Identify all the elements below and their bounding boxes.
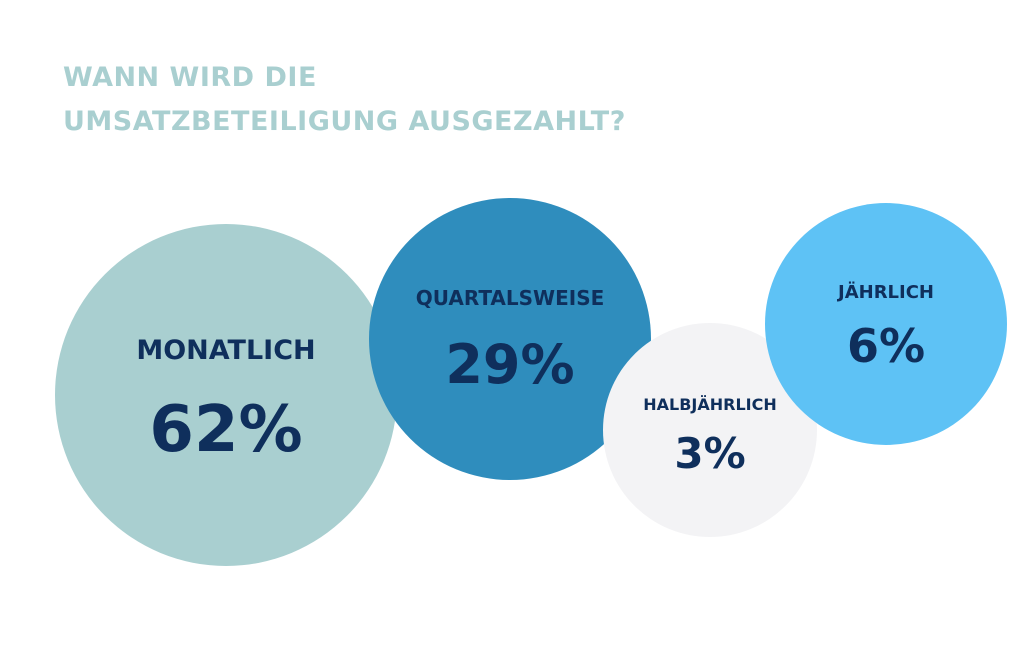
bubble-jaehrlich: JÄHRLICH 6% (765, 203, 1007, 445)
bubble-circle-halbjaehrlich (603, 323, 817, 537)
bubble-name-halbjaehrlich: HALBJÄHRLICH (643, 395, 777, 414)
bubble-halbjaehrlich: HALBJÄHRLICH 3% (603, 323, 817, 537)
bubble-name-jaehrlich: JÄHRLICH (836, 281, 934, 303)
bubble-value-quartalsweise: 29% (445, 333, 574, 396)
bubble-value-monatlich: 62% (149, 393, 302, 467)
chart-title-line-1: WANN WIRD DIE (63, 62, 317, 93)
bubble-name-quartalsweise: QUARTALSWEISE (416, 286, 605, 310)
bubble-circle-monatlich (55, 224, 397, 566)
bubble-value-jaehrlich: 6% (847, 319, 925, 373)
bubble-circle-jaehrlich (765, 203, 1007, 445)
chart-title-line-2: UMSATZBETEILIGUNG AUSGEZAHLT? (63, 106, 626, 137)
bubble-circle-quartalsweise (369, 198, 651, 480)
bubble-quartalsweise: QUARTALSWEISE 29% (369, 198, 651, 480)
bubble-value-halbjaehrlich: 3% (674, 429, 745, 478)
chart-title: WANN WIRD DIE UMSATZBETEILIGUNG AUSGEZAH… (63, 56, 626, 144)
bubble-name-monatlich: MONATLICH (136, 335, 315, 366)
bubble-monatlich: MONATLICH 62% (55, 224, 397, 566)
